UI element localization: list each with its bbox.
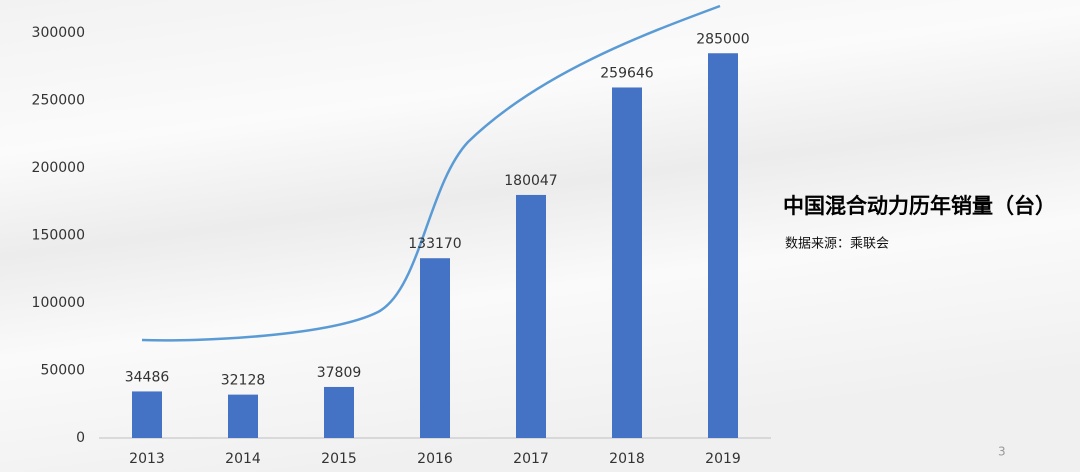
y-tick-label: 300000 xyxy=(32,25,85,41)
bar xyxy=(228,394,258,438)
x-tick-label: 2017 xyxy=(513,451,549,467)
value-label: 37809 xyxy=(317,365,362,381)
y-tick-label: 150000 xyxy=(32,228,85,244)
bar xyxy=(132,391,162,438)
chart-title: 中国混合动力历年销量（台） xyxy=(783,194,1056,218)
bar xyxy=(420,258,450,438)
y-tick-label: 0 xyxy=(76,430,85,446)
chart-subtitle: 数据来源：乘联会 xyxy=(785,237,889,252)
value-label: 180047 xyxy=(504,173,557,189)
bar xyxy=(708,53,738,438)
x-tick-label: 2014 xyxy=(225,451,261,467)
y-tick-label: 200000 xyxy=(32,160,85,176)
x-tick-label: 2016 xyxy=(417,451,453,467)
x-tick-label: 2019 xyxy=(705,451,741,467)
page-number: 3 xyxy=(998,445,1006,459)
value-label: 32128 xyxy=(221,373,266,389)
value-label: 34486 xyxy=(125,369,170,385)
y-tick-label: 100000 xyxy=(32,295,85,311)
bar xyxy=(612,87,642,438)
value-label: 259646 xyxy=(600,65,654,81)
trend-curve xyxy=(141,4,721,342)
y-tick-label: 250000 xyxy=(32,93,85,109)
bar xyxy=(516,194,546,438)
x-tick-label: 2013 xyxy=(129,451,165,467)
bar xyxy=(324,386,354,438)
value-label: 285000 xyxy=(696,31,749,47)
x-tick-label: 2015 xyxy=(321,451,357,467)
x-tick-label: 2018 xyxy=(609,451,645,467)
value-label: 133170 xyxy=(408,236,461,252)
y-tick-label: 50000 xyxy=(40,363,85,379)
